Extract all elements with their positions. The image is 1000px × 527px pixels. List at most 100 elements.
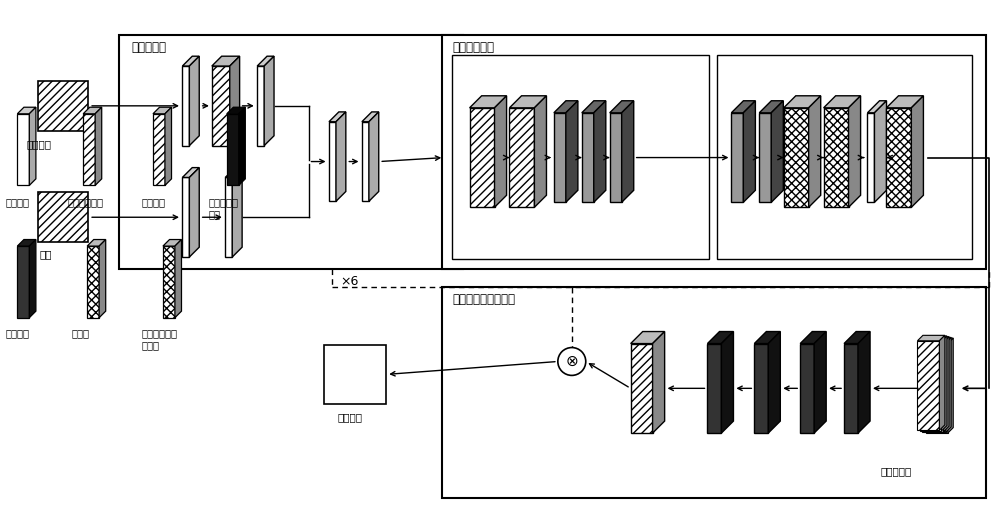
Text: ⊗: ⊗ [565,354,578,369]
Polygon shape [329,122,336,201]
Polygon shape [212,56,240,66]
Text: ×6: ×6 [340,275,359,288]
Text: 特征推理模块: 特征推理模块 [452,41,494,54]
Text: 自适应重影
卷积: 自适应重影 卷积 [209,197,239,219]
Polygon shape [153,107,172,114]
Polygon shape [17,107,36,114]
Polygon shape [754,331,780,344]
Polygon shape [163,240,181,246]
Polygon shape [470,96,507,108]
Polygon shape [232,168,242,257]
Polygon shape [849,96,861,207]
Polygon shape [225,168,242,178]
Bar [119,35,463,269]
Polygon shape [227,107,245,114]
Polygon shape [95,107,102,186]
Polygon shape [87,246,99,318]
Polygon shape [917,335,945,341]
Polygon shape [257,56,274,66]
Polygon shape [911,96,923,207]
Polygon shape [784,96,821,108]
Polygon shape [886,96,923,108]
Polygon shape [926,338,953,344]
Bar [452,55,709,259]
Text: 破损图像: 破损图像 [26,140,51,150]
Polygon shape [824,108,849,207]
Polygon shape [858,331,870,433]
Polygon shape [924,343,946,433]
Bar [717,55,972,259]
Polygon shape [165,107,172,186]
Text: 普通卷积: 普通卷积 [141,197,165,207]
Text: 预处理模块: 预处理模块 [131,41,166,54]
Polygon shape [920,341,941,431]
Polygon shape [189,168,199,257]
Polygon shape [554,101,578,113]
Polygon shape [707,331,733,344]
Polygon shape [257,66,264,145]
Polygon shape [731,113,743,202]
Polygon shape [264,56,274,145]
Bar [442,287,986,498]
Polygon shape [362,122,369,201]
Polygon shape [582,113,594,202]
Polygon shape [759,101,783,113]
Polygon shape [917,341,939,431]
Polygon shape [867,101,887,113]
Polygon shape [800,344,814,433]
Polygon shape [721,331,733,433]
Polygon shape [610,101,634,113]
Polygon shape [939,335,945,431]
Polygon shape [809,96,821,207]
Polygon shape [814,331,826,433]
Polygon shape [922,337,949,342]
Polygon shape [470,108,495,207]
Polygon shape [227,114,239,186]
Polygon shape [369,112,379,201]
Polygon shape [175,240,181,318]
Polygon shape [17,114,29,186]
Polygon shape [17,246,29,318]
Polygon shape [784,108,809,207]
Polygon shape [924,337,951,343]
Polygon shape [336,112,346,201]
Polygon shape [920,336,947,341]
Polygon shape [731,101,755,113]
Text: 反卷积: 反卷积 [71,329,89,339]
Polygon shape [83,114,95,186]
Polygon shape [653,331,665,433]
Polygon shape [17,240,36,246]
Polygon shape [239,107,245,186]
Polygon shape [610,113,622,202]
Polygon shape [212,66,230,145]
Bar [442,35,986,269]
Polygon shape [941,336,947,431]
Text: 自注意力机制: 自注意力机制 [67,197,103,207]
Polygon shape [99,240,106,318]
Polygon shape [582,101,606,113]
Polygon shape [83,107,102,114]
Polygon shape [824,96,861,108]
Polygon shape [182,66,189,145]
Polygon shape [594,101,606,202]
Polygon shape [182,178,189,257]
Polygon shape [948,338,953,433]
Text: 膨胀卷积: 膨胀卷积 [5,329,29,339]
Polygon shape [329,112,346,122]
Polygon shape [362,112,379,122]
Polygon shape [631,344,653,433]
Polygon shape [622,101,634,202]
Text: 特征图合并: 特征图合并 [881,466,912,476]
Polygon shape [29,107,36,186]
Bar [38,81,88,131]
Polygon shape [771,101,783,202]
Polygon shape [153,114,165,186]
Polygon shape [886,108,911,207]
Polygon shape [946,337,951,433]
Bar [324,345,386,404]
Circle shape [558,347,586,375]
Polygon shape [743,101,755,202]
Polygon shape [759,113,771,202]
Polygon shape [768,331,780,433]
Polygon shape [189,56,199,145]
